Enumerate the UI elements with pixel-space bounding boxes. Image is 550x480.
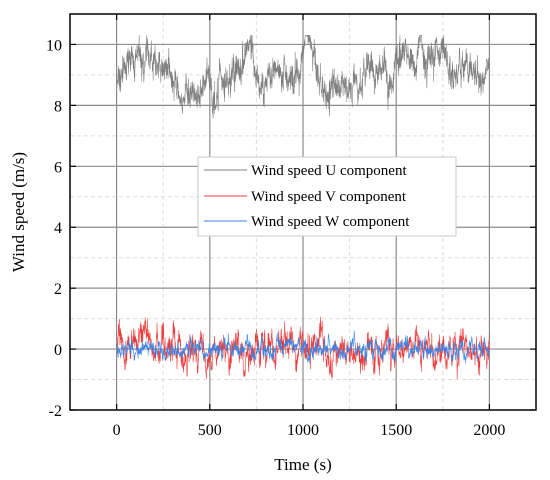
x-tick-label: 0 (113, 422, 121, 439)
y-tick-label: 4 (54, 220, 62, 237)
y-tick-labels: -2 0 2 4 6 8 10 (46, 37, 62, 420)
series-line-v (116, 316, 490, 380)
y-tick-label: 8 (54, 98, 62, 115)
x-tick-label: 2000 (473, 422, 505, 439)
x-tick-labels: 0 500 1000 1500 2000 (113, 422, 506, 439)
x-tick-label: 1000 (287, 422, 319, 439)
legend-label-w: Wind speed W component (251, 214, 410, 230)
series-layer (116, 35, 490, 380)
x-tick-label: 1500 (380, 422, 412, 439)
legend: Wind speed U component Wind speed V comp… (197, 156, 457, 237)
series-line-w (116, 330, 490, 364)
y-tick-label: 0 (54, 342, 62, 359)
x-tick-label: 500 (198, 422, 222, 439)
y-tick-label: 10 (46, 37, 62, 54)
y-tick-label: 2 (54, 281, 62, 298)
legend-label-u: Wind speed U component (251, 163, 407, 179)
axis-ticks (70, 14, 536, 411)
y-axis-label: Wind speed (m/s) (9, 152, 28, 272)
legend-label-v: Wind speed V component (251, 189, 407, 205)
y-tick-label: -2 (49, 403, 62, 420)
x-axis-label: Time (s) (274, 455, 331, 474)
y-tick-label: 6 (54, 159, 62, 176)
series-line-u (116, 35, 490, 119)
